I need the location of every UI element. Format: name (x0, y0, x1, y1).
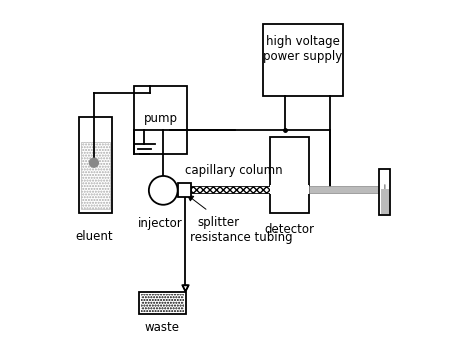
FancyBboxPatch shape (270, 185, 309, 194)
Text: pump: pump (144, 112, 178, 125)
FancyBboxPatch shape (270, 137, 309, 213)
FancyBboxPatch shape (191, 186, 270, 193)
Text: injector: injector (137, 217, 182, 230)
Circle shape (90, 158, 98, 167)
Text: detector: detector (264, 223, 314, 236)
Text: eluent: eluent (76, 230, 113, 243)
Text: waste: waste (145, 321, 180, 334)
FancyBboxPatch shape (79, 117, 112, 213)
FancyBboxPatch shape (81, 142, 110, 209)
FancyBboxPatch shape (139, 292, 185, 314)
FancyBboxPatch shape (178, 183, 191, 197)
FancyBboxPatch shape (134, 86, 187, 154)
Text: splitter: splitter (197, 216, 239, 229)
FancyBboxPatch shape (379, 169, 390, 215)
Circle shape (149, 176, 178, 205)
Text: power supply: power supply (263, 50, 343, 63)
FancyBboxPatch shape (381, 189, 389, 214)
Text: capillary column: capillary column (185, 164, 283, 177)
Text: resistance tubing: resistance tubing (190, 231, 292, 244)
FancyBboxPatch shape (263, 24, 343, 96)
FancyBboxPatch shape (309, 186, 379, 193)
FancyBboxPatch shape (141, 294, 184, 312)
Text: high voltage: high voltage (266, 35, 340, 48)
